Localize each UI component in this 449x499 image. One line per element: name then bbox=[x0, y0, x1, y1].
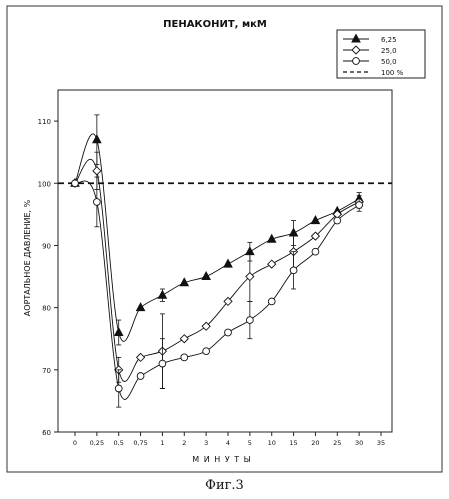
data-point-circle bbox=[246, 316, 254, 324]
outer-frame bbox=[6, 5, 443, 473]
data-point-diamond bbox=[92, 166, 102, 176]
data-point-triangle bbox=[223, 258, 233, 268]
y-axis-label: АОРТАЛЬНОЕ ДАВЛЕНИЕ, % bbox=[23, 199, 32, 316]
x-tick-label: 20 bbox=[311, 439, 319, 447]
legend-label: 6,25 bbox=[381, 36, 397, 44]
plot-area: 60 70 80 90 100 110 0 0,25 0,5 0,75 1 2 3 4 5 10 15 20 25 3… bbox=[38, 89, 393, 447]
x-tick-label: 4 bbox=[226, 439, 230, 447]
y-tick-label: 70 bbox=[42, 367, 51, 375]
data-point-diamond bbox=[310, 231, 321, 241]
legend-marker-triangle bbox=[351, 33, 361, 43]
data-point-diamond bbox=[245, 271, 255, 282]
legend-label: 50,0 bbox=[381, 58, 397, 66]
data-point-triangle bbox=[310, 215, 321, 225]
x-tick-label: 35 bbox=[377, 439, 385, 447]
data-point-diamond bbox=[223, 296, 233, 307]
legend-marker-diamond bbox=[351, 45, 361, 55]
data-point-triangle bbox=[179, 277, 190, 287]
x-tick-label: 5 bbox=[248, 439, 252, 447]
x-tick-label: 0 bbox=[73, 439, 77, 447]
x-tick-label: 0,25 bbox=[90, 439, 104, 447]
data-point-circle bbox=[158, 359, 167, 368]
data-point-circle bbox=[355, 201, 363, 209]
x-tick-label: 0,5 bbox=[114, 439, 124, 447]
x-tick-label: 10 bbox=[268, 439, 276, 447]
x-tick-label: 30 bbox=[355, 439, 363, 447]
data-point-circle bbox=[180, 353, 189, 362]
data-point-circle bbox=[311, 247, 320, 256]
legend-label: 100 % bbox=[381, 69, 404, 77]
x-tick-label: 1 bbox=[160, 439, 164, 447]
x-tick-label: 15 bbox=[289, 439, 297, 447]
y-tick-label: 110 bbox=[38, 118, 51, 126]
data-point-triangle bbox=[266, 233, 277, 243]
data-point-diamond bbox=[201, 321, 211, 331]
data-point-diamond bbox=[267, 259, 277, 269]
legend: 6,25 25,0 50,0 100 % bbox=[336, 29, 426, 79]
data-point-diamond bbox=[179, 334, 189, 344]
y-tick-label: 60 bbox=[42, 429, 51, 437]
data-point-circle bbox=[136, 372, 145, 380]
y-tick-label: 100 bbox=[38, 180, 51, 188]
data-point-circle bbox=[333, 216, 342, 225]
data-point-diamond bbox=[135, 352, 146, 363]
data-point-triangle bbox=[92, 134, 102, 144]
y-tick-label: 90 bbox=[42, 242, 51, 250]
data-point-circle bbox=[267, 297, 276, 306]
data-point-circle bbox=[93, 198, 101, 206]
plot-border bbox=[57, 89, 393, 433]
x-tick-label: 25 bbox=[333, 439, 341, 447]
data-point-circle bbox=[202, 347, 210, 356]
legend-marker-circle bbox=[352, 57, 360, 65]
data-point-circle bbox=[224, 328, 232, 337]
x-axis-label: М И Н У Т Ы bbox=[192, 455, 251, 464]
x-tick-label: 2 bbox=[182, 439, 186, 447]
x-tick-label: 0,75 bbox=[133, 439, 147, 447]
data-point-triangle bbox=[157, 289, 168, 299]
legend-label: 25,0 bbox=[381, 47, 397, 55]
chart-title: ПЕНАКОНИТ, мкМ bbox=[163, 19, 267, 30]
legend-box bbox=[336, 29, 426, 79]
data-point-circle bbox=[289, 266, 298, 275]
y-tick-label: 80 bbox=[42, 305, 51, 313]
x-tick-label: 3 bbox=[204, 439, 208, 447]
figure-caption: Фиг.3 bbox=[205, 478, 244, 493]
data-point-triangle bbox=[113, 326, 124, 337]
data-point-triangle bbox=[201, 270, 211, 281]
data-point-circle bbox=[114, 384, 123, 393]
data-point-triangle bbox=[135, 302, 146, 312]
data-point-circle bbox=[71, 179, 79, 188]
